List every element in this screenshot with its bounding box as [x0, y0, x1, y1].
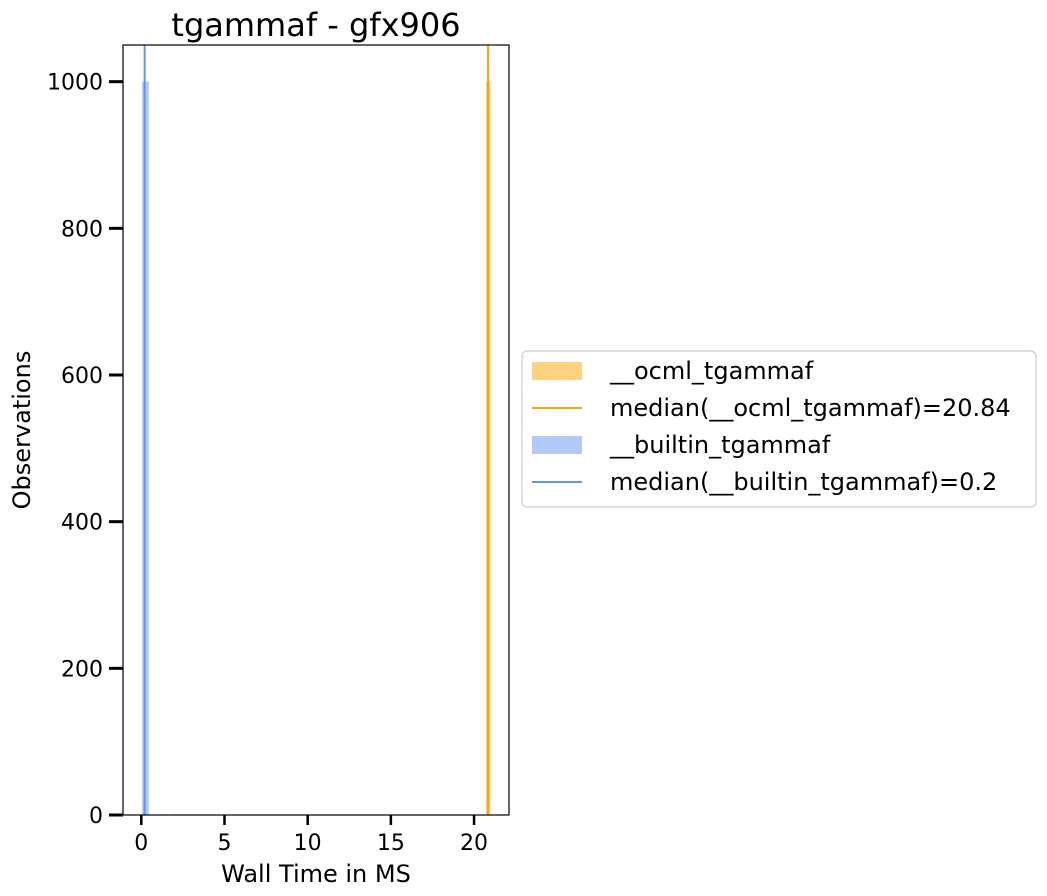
legend-swatch [532, 362, 582, 380]
plot-area [142, 45, 491, 815]
chart-title: tgammaf - gfx906 [171, 6, 460, 44]
legend-label: __builtin_tgammaf [609, 431, 831, 459]
x-tick-label: 20 [460, 831, 488, 856]
legend-label: median(__builtin_tgammaf)=0.2 [610, 468, 997, 496]
x-tick-label: 0 [134, 831, 148, 856]
x-tick-label: 15 [377, 831, 405, 856]
x-tick-label: 10 [294, 831, 322, 856]
legend: __ocml_tgammaf median(__ocml_tgammaf)=20.… [521, 350, 1037, 508]
x-axis-label: Wall Time in MS [221, 860, 411, 888]
plot-frame [122, 44, 510, 816]
y-tick-label: 800 [61, 217, 103, 242]
legend-label: __ocml_tgammaf [609, 357, 814, 385]
legend-swatch [532, 436, 582, 454]
y-tick-label: 400 [61, 511, 103, 536]
y-axis-label: Observations [8, 351, 36, 510]
y-tick-label: 600 [61, 364, 103, 389]
legend-label: median(__ocml_tgammaf)=20.84 [610, 394, 1011, 422]
y-tick-label: 200 [61, 657, 103, 682]
y-tick-label: 0 [89, 804, 103, 829]
y-tick-label: 1000 [47, 71, 103, 96]
legend-box [521, 350, 1037, 508]
x-tick-label: 5 [217, 831, 231, 856]
